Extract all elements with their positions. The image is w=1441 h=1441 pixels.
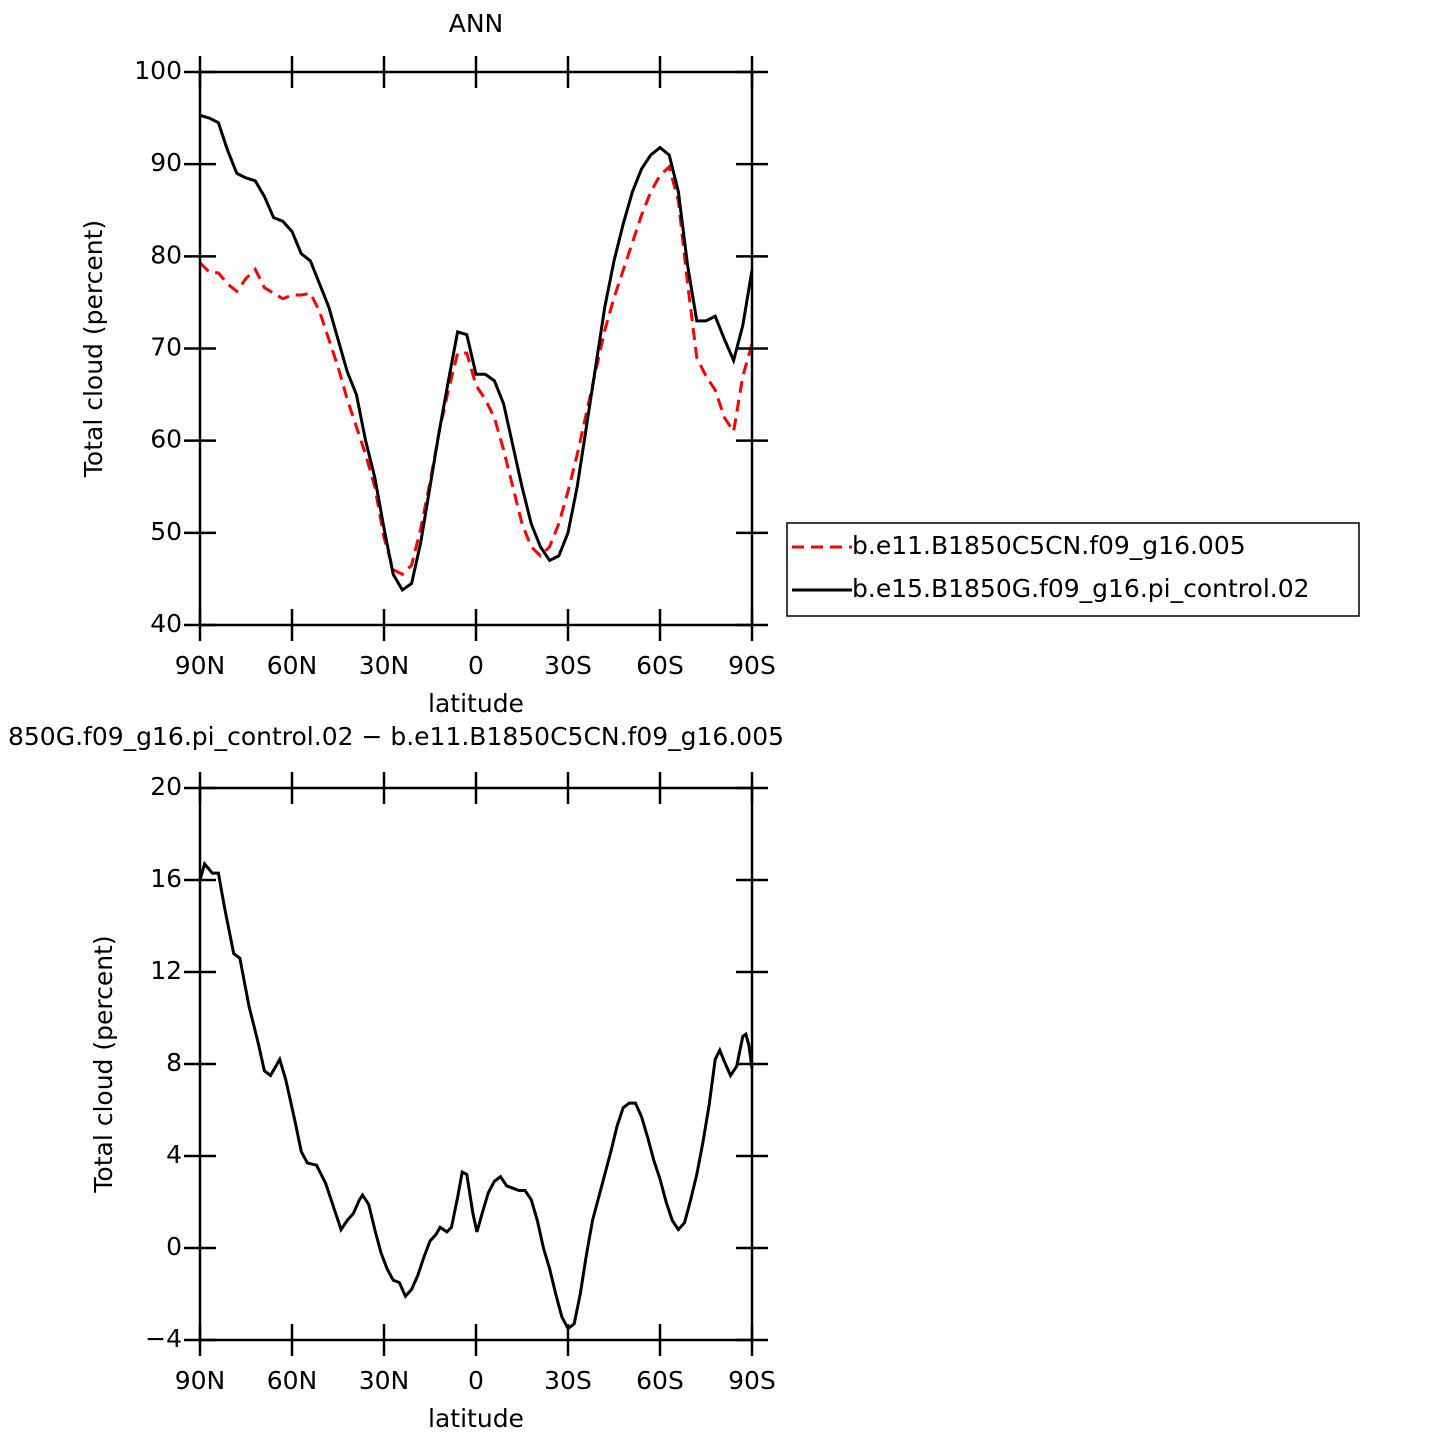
x-tick-label: 30S (544, 651, 592, 680)
x-tick-label: 30S (544, 1366, 592, 1395)
y-tick-label: 60 (150, 425, 182, 454)
y-tick-label: 4 (166, 1140, 182, 1169)
legend-label: b.e11.B1850C5CN.f09_g16.005 (852, 531, 1246, 560)
y-tick-label: 0 (166, 1232, 182, 1261)
x-tick-label: 30N (359, 1366, 410, 1395)
y-tick-label: 100 (134, 56, 182, 85)
y-tick-label: −4 (145, 1324, 182, 1353)
x-tick-label: 60S (636, 651, 684, 680)
x-axis-label: latitude (428, 1404, 524, 1433)
y-tick-label: 90 (150, 148, 182, 177)
data-line (198, 860, 754, 1331)
x-axis-label: latitude (428, 689, 524, 718)
x-tick-label: 90S (728, 651, 776, 680)
y-axis-label: Total cloud (percent) (79, 220, 108, 478)
y-axis-label: Total cloud (percent) (89, 935, 118, 1193)
chart-title: ANN (449, 9, 504, 38)
x-tick-label: 90N (175, 651, 226, 680)
x-tick-label: 90N (175, 1366, 226, 1395)
y-tick-label: 70 (150, 333, 182, 362)
data-line (199, 113, 754, 593)
legend-box (786, 522, 1360, 617)
y-tick-label: 50 (150, 517, 182, 546)
y-tick-label: 8 (166, 1048, 182, 1077)
x-tick-label: 60S (636, 1366, 684, 1395)
x-tick-label: 30N (359, 651, 410, 680)
y-tick-label: 12 (150, 956, 182, 985)
legend-label: b.e15.B1850G.f09_g16.pi_control.02 (852, 574, 1310, 603)
x-tick-label: 0 (468, 1366, 484, 1395)
chart-title: 850G.f09_g16.pi_control.02 − b.e11.B1850… (8, 722, 784, 751)
x-tick-label: 0 (468, 651, 484, 680)
x-tick-label: 60N (267, 1366, 318, 1395)
y-tick-label: 40 (150, 609, 182, 638)
plot-frame (198, 786, 754, 1342)
y-tick-label: 16 (150, 864, 182, 893)
y-tick-label: 20 (150, 772, 182, 801)
x-tick-label: 90S (728, 1366, 776, 1395)
y-tick-label: 80 (150, 240, 182, 269)
x-tick-label: 60N (267, 651, 318, 680)
